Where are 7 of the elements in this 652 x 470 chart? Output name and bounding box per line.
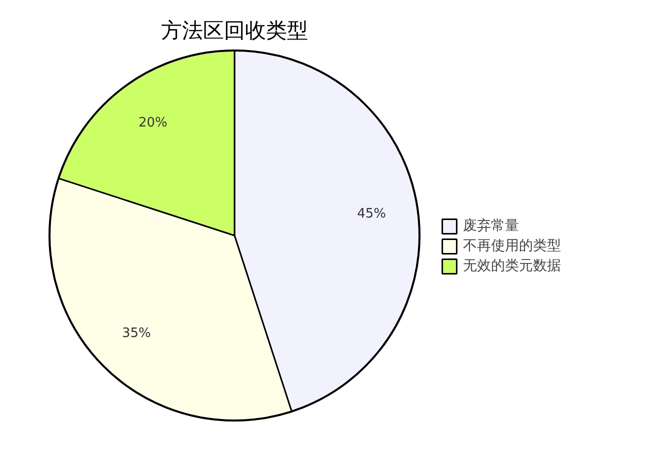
- data-label: 35%: [122, 326, 151, 342]
- legend-label: 不再使用的类型: [463, 237, 561, 255]
- legend-label: 无效的类元数据: [463, 257, 561, 275]
- chart-title: 方法区回收类型: [161, 18, 308, 42]
- data-label: 20%: [138, 116, 168, 131]
- legend-label: 废弃常量: [463, 217, 519, 235]
- data-label: 45%: [357, 206, 386, 222]
